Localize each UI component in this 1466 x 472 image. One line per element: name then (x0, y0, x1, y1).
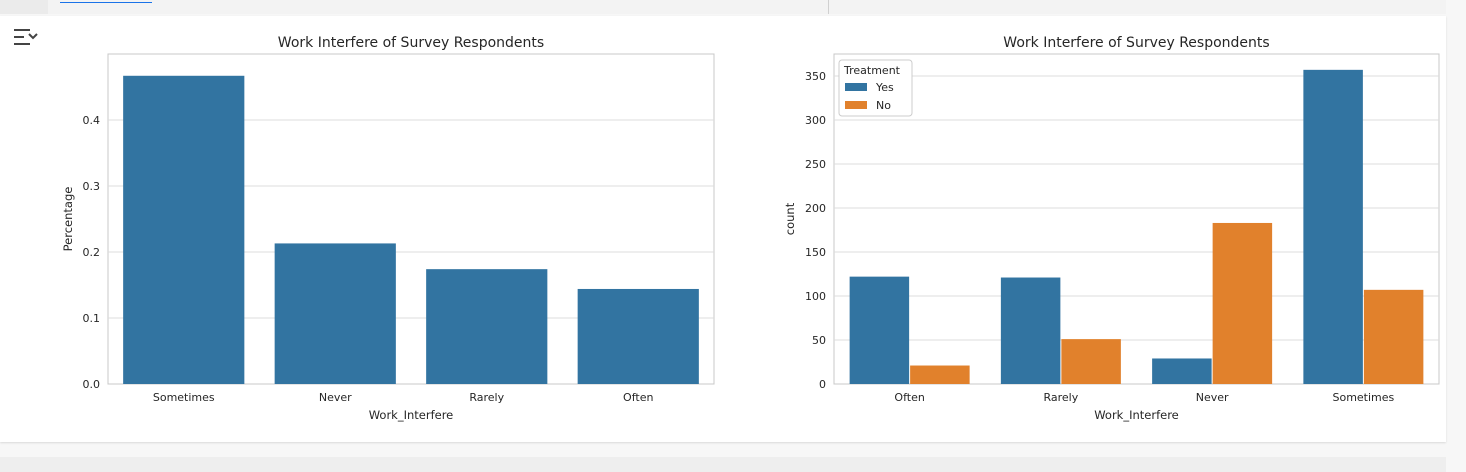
bar (577, 288, 699, 384)
bar-yes (1303, 69, 1363, 384)
x-tick-label: Sometimes (153, 391, 215, 404)
bar (274, 243, 396, 384)
cell-gutter (0, 0, 48, 14)
y-tick-label: 0 (819, 378, 826, 391)
bar (426, 269, 548, 384)
y-tick-label: 0.2 (83, 246, 101, 259)
chart-title: Work Interfere of Survey Respondents (1003, 35, 1269, 51)
y-tick-label: 300 (805, 114, 826, 127)
bar-no (1212, 222, 1273, 384)
y-axis-label: Percentage (61, 187, 75, 252)
legend-title: Treatment (843, 64, 901, 77)
legend-label-yes: Yes (875, 81, 894, 94)
y-tick-label: 0.0 (83, 378, 101, 391)
y-tick-label: 0.1 (83, 312, 101, 325)
x-tick-label: Never (1196, 391, 1229, 404)
pane-divider (828, 0, 829, 14)
bar-no (1061, 339, 1121, 384)
code-fragment (60, 0, 152, 3)
bar-yes (849, 276, 910, 384)
previous-cell-strip (0, 0, 1446, 14)
x-tick-label: Often (894, 391, 924, 404)
x-axis-label: Work_Interfere (369, 408, 454, 422)
legend-swatch-yes (845, 83, 867, 91)
bar-no (1363, 289, 1424, 384)
y-tick-label: 0.3 (83, 180, 101, 193)
y-tick-label: 50 (812, 334, 826, 347)
x-tick-label: Rarely (469, 391, 504, 404)
bar-yes (1152, 358, 1212, 384)
x-tick-label: Often (623, 391, 653, 404)
y-tick-label: 100 (805, 290, 826, 303)
bar (123, 75, 245, 384)
bar-no (910, 365, 970, 384)
x-tick-label: Never (319, 391, 352, 404)
x-axis-label: Work_Interfere (1094, 408, 1179, 422)
x-tick-label: Sometimes (1332, 391, 1394, 404)
legend-swatch-no (845, 101, 867, 109)
y-tick-label: 150 (805, 246, 826, 259)
output-collapse-icon[interactable] (10, 25, 40, 51)
next-cell-strip (0, 457, 1446, 472)
y-tick-label: 0.4 (83, 114, 101, 127)
y-axis-label: count (783, 202, 797, 235)
y-tick-label: 250 (805, 158, 826, 171)
y-tick-label: 350 (805, 70, 826, 83)
y-tick-label: 200 (805, 202, 826, 215)
legend-label-no: No (876, 99, 891, 112)
chart-title: Work Interfere of Survey Respondents (278, 35, 544, 51)
x-tick-label: Rarely (1043, 391, 1078, 404)
bar-yes (1000, 277, 1061, 384)
